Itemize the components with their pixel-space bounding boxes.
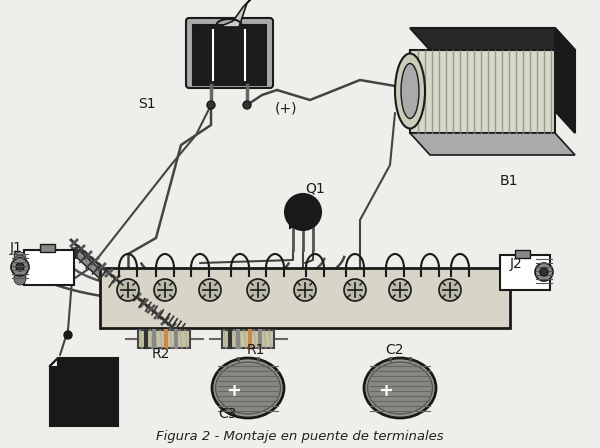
Circle shape	[64, 331, 72, 339]
Circle shape	[389, 279, 411, 301]
Bar	[138, 330, 190, 348]
Text: B1: B1	[500, 174, 518, 188]
FancyBboxPatch shape	[186, 18, 273, 88]
Text: R1: R1	[247, 343, 265, 357]
Polygon shape	[555, 28, 575, 133]
Text: Q1: Q1	[305, 181, 325, 195]
Text: S1: S1	[138, 97, 155, 111]
Circle shape	[207, 101, 215, 109]
Bar	[100, 268, 510, 328]
Circle shape	[199, 279, 221, 301]
Circle shape	[14, 252, 26, 264]
Bar	[500, 255, 550, 290]
Circle shape	[11, 258, 29, 276]
Circle shape	[285, 194, 321, 230]
Circle shape	[294, 279, 316, 301]
Ellipse shape	[364, 358, 436, 418]
Polygon shape	[410, 50, 555, 133]
Polygon shape	[410, 28, 575, 50]
Polygon shape	[410, 133, 575, 155]
Circle shape	[14, 270, 26, 282]
Bar	[24, 250, 74, 285]
Text: +: +	[227, 382, 241, 400]
Text: J2: J2	[510, 257, 523, 271]
Text: (+): (+)	[275, 101, 298, 115]
Ellipse shape	[401, 64, 419, 119]
Circle shape	[14, 267, 26, 279]
Circle shape	[243, 101, 251, 109]
Polygon shape	[219, 0, 251, 27]
Circle shape	[14, 273, 26, 285]
Text: R2: R2	[152, 347, 170, 361]
Bar	[193, 25, 266, 85]
Polygon shape	[50, 358, 118, 426]
Circle shape	[16, 263, 24, 271]
Circle shape	[14, 255, 26, 267]
Bar	[222, 330, 274, 348]
Circle shape	[540, 268, 548, 276]
Circle shape	[14, 258, 26, 270]
Bar	[515, 250, 530, 258]
Circle shape	[117, 279, 139, 301]
Text: C1: C1	[48, 381, 67, 395]
Text: J1: J1	[10, 241, 23, 255]
Circle shape	[14, 264, 26, 276]
Circle shape	[154, 279, 176, 301]
Text: Figura 2 - Montaje en puente de terminales: Figura 2 - Montaje en puente de terminal…	[156, 430, 444, 443]
Polygon shape	[50, 358, 58, 366]
Bar	[290, 200, 308, 228]
Circle shape	[535, 263, 553, 281]
Ellipse shape	[367, 362, 433, 414]
Bar	[40, 244, 55, 252]
Ellipse shape	[212, 358, 284, 418]
Circle shape	[14, 261, 26, 273]
Text: +: +	[379, 382, 394, 400]
Ellipse shape	[395, 53, 425, 129]
Ellipse shape	[215, 362, 281, 414]
Circle shape	[439, 279, 461, 301]
Circle shape	[344, 279, 366, 301]
Circle shape	[247, 279, 269, 301]
Text: C2: C2	[385, 343, 404, 357]
Text: C3: C3	[218, 407, 236, 421]
